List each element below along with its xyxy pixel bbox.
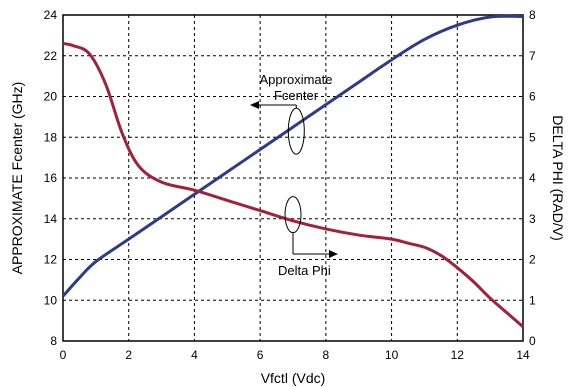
series-line-approximate-fcenter <box>61 14 524 298</box>
x-tick-label: 0 <box>60 348 67 362</box>
right-y-tick-label: 2 <box>529 253 536 267</box>
x-tick-label: 14 <box>516 348 530 362</box>
left-y-tick-label: 22 <box>44 49 58 63</box>
left-y-tick-label: 10 <box>44 293 58 307</box>
left-y-tick-label: 14 <box>44 212 58 226</box>
x-axis-title: Vfctl (Vdc) <box>261 370 326 386</box>
right-y-tick-label: 3 <box>529 212 536 226</box>
right-y-tick-label: 7 <box>529 49 536 63</box>
series-line-delta-phi <box>62 42 524 328</box>
left-y-tick-label: 8 <box>50 334 57 348</box>
annotation-fcenter-arrowhead <box>250 101 259 109</box>
annotation-fcenter-ellipse <box>287 107 305 155</box>
right-y-tick-label: 1 <box>529 293 536 307</box>
plot-frame <box>62 14 524 342</box>
left-y-tick-label: 16 <box>44 171 58 185</box>
annotation-deltaphi-arrowhead <box>329 250 338 258</box>
right-y-tick-label: 0 <box>529 334 536 348</box>
left-y-tick-label: 24 <box>44 8 58 22</box>
x-tick-label: 2 <box>125 348 132 362</box>
x-tick-label: 6 <box>257 348 264 362</box>
x-tick-label: 8 <box>323 348 330 362</box>
right-y-tick-label: 6 <box>529 90 536 104</box>
left-y-tick-label: 18 <box>44 130 58 144</box>
left-y-tick-label: 12 <box>44 253 58 267</box>
annotation-fcenter-label: Approximate <box>260 72 333 87</box>
x-tick-label: 10 <box>385 348 399 362</box>
left-y-tick-label: 20 <box>44 90 58 104</box>
annotation-fcenter-label: Fcenter <box>274 88 319 103</box>
x-tick-label: 4 <box>191 348 198 362</box>
right-y-axis-title: DELTA PHI (RAD/V) <box>550 115 566 241</box>
x-tick-label: 12 <box>451 348 465 362</box>
annotation-deltaphi-label: Delta Phi <box>278 263 331 278</box>
right-y-tick-label: 4 <box>529 171 536 185</box>
annotation-deltaphi-ellipse <box>284 196 302 234</box>
right-y-tick-label: 5 <box>529 130 536 144</box>
right-y-tick-label: 8 <box>529 8 536 22</box>
series-lines <box>61 14 524 328</box>
grid-lines <box>63 15 523 341</box>
left-y-axis-title: APPROXIMATE Fcenter (GHz) <box>9 82 25 275</box>
